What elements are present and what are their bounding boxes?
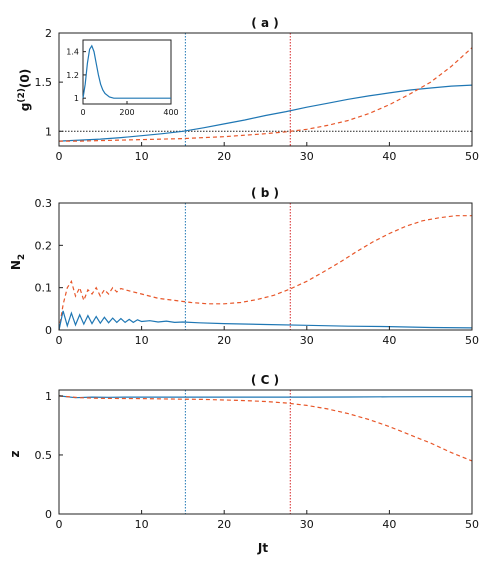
panel-c-xtick-label: 30: [300, 518, 314, 531]
panel-a-inset-xtick-label: 0: [80, 108, 85, 117]
panel-a-xtick-label: 20: [217, 150, 231, 163]
panel-a-inset-ytick-label: 1.4: [66, 48, 79, 57]
panel-c-xtick-label: 50: [465, 518, 479, 531]
panel-c: ( C ) z Jt 0 10 20 30 40 50 0 0.5 1: [8, 373, 479, 555]
panel-c-title: ( C ): [251, 373, 279, 387]
panel-c-series-1-line: [58, 395, 472, 399]
panel-b: ( b ) N2 0 10 20 30 40 50 0 0.1 0.2 0.3: [9, 186, 479, 347]
panel-a-inset-ytick-label: 1: [74, 94, 79, 103]
panel-a-xtick-label: 10: [135, 150, 149, 163]
panel-b-xtick-label: 20: [217, 334, 231, 347]
panel-c-series-2-line: [58, 395, 473, 462]
panel-a-inset-series-1-line: [82, 44, 171, 99]
panel-c-xtick-label: 0: [56, 518, 63, 531]
panel-c-plot-frame: [58, 389, 473, 515]
panel-a-ytick-label: 1: [45, 125, 52, 138]
panel-a-inset-xtick-label: 200: [119, 108, 134, 117]
panel-b-xtick-label: 0: [56, 334, 63, 347]
panel-b-series-1-line: [58, 215, 472, 331]
panel-a-plot-frame: [58, 32, 473, 147]
panel-a: ( a ) g(2)(0) 0 10 20 30 40 50 1 1.5 2 0 200 400 1 1…: [17, 16, 479, 163]
panel-b-series-2-line: [58, 310, 473, 331]
panel-a-series-2-line: [59, 47, 473, 142]
panel-c-ytick-label: 0.5: [35, 449, 53, 462]
panel-b-ytick-label: 0.2: [35, 239, 53, 252]
panel-a-inset-xtick-label: 400: [163, 108, 178, 117]
panel-a-ytick-label: 1.5: [35, 76, 53, 89]
panel-b-xtick-label: 50: [465, 334, 479, 347]
panel-b-ytick-label: 0.1: [35, 282, 53, 295]
panel-a-inset-frame: [82, 39, 172, 105]
panel-a-xtick-label: 30: [300, 150, 314, 163]
panel-a-xtick-label: 40: [382, 150, 396, 163]
panel-c-ytick-label: 1: [45, 390, 52, 403]
panel-b-ytick-label: 0: [45, 324, 52, 337]
panel-a-inset: 0 200 400 1 1.2 1.4: [66, 39, 179, 117]
panel-c-xlabel: Jt: [257, 541, 268, 555]
panel-c-xtick-label: 20: [217, 518, 231, 531]
panel-b-plot-frame: [58, 202, 473, 331]
panel-b-xtick-label: 10: [135, 334, 149, 347]
panel-a-ylabel: g(2)(0): [17, 69, 32, 111]
panel-a-title: ( a ): [251, 16, 278, 30]
panel-b-title: ( b ): [251, 186, 279, 200]
panel-a-series-1-line: [58, 84, 473, 142]
panel-a-inset-ytick-label: 1.2: [66, 71, 79, 80]
panel-c-xtick-label: 40: [382, 518, 396, 531]
panel-b-ytick-label: 0.3: [35, 197, 53, 210]
panel-c-ylabel: z: [8, 450, 22, 457]
panel-b-xtick-label: 30: [300, 334, 314, 347]
panel-c-ytick-label: 0: [45, 508, 52, 521]
panel-b-ylabel: N2: [9, 254, 27, 270]
panel-a-xtick-label: 0: [56, 150, 63, 163]
panel-a-ytick-label: 2: [45, 27, 52, 40]
panel-a-xtick-label: 50: [465, 150, 479, 163]
panel-c-xtick-label: 10: [135, 518, 149, 531]
panel-b-xtick-label: 40: [382, 334, 396, 347]
